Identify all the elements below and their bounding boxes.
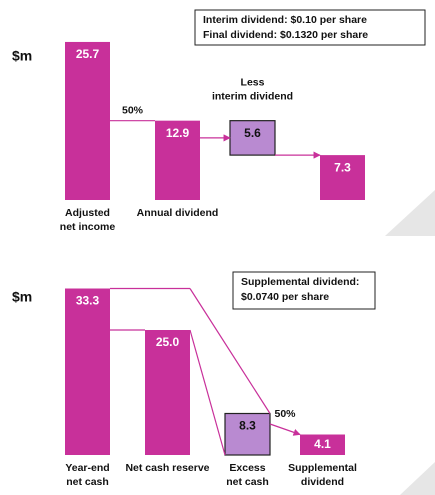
category-label: Adjusted	[65, 207, 110, 219]
category-label: net cash	[226, 476, 269, 488]
connector	[269, 423, 301, 436]
bar	[320, 155, 365, 200]
value-label: 25.0	[156, 335, 180, 349]
unit-label: $m	[12, 48, 32, 64]
value-label: 7.3	[334, 160, 351, 174]
note-text: Final dividend: $0.1320 per share	[203, 29, 368, 41]
panel-top: $m Interim dividend: $0.10 per share Final…	[12, 9, 426, 233]
category-label: Supplemental	[288, 462, 357, 474]
category-label: interim dividend	[212, 90, 293, 102]
connector	[189, 329, 226, 456]
panel-bottom: $m Supplemental dividend: $0.0740 per shar…	[12, 271, 376, 488]
bar	[224, 412, 271, 456]
value-label: 8.3	[239, 419, 256, 433]
category-label: net income	[60, 221, 116, 233]
unit-label: $m	[12, 289, 32, 305]
bar	[155, 120, 200, 200]
connector	[189, 288, 271, 414]
value-label: 12.9	[166, 126, 190, 140]
bar	[65, 288, 110, 455]
bar	[65, 41, 110, 200]
annotation: 50%	[274, 408, 296, 420]
annotation: 50%	[122, 104, 144, 116]
bar	[300, 434, 345, 455]
note-text: Interim dividend: $0.10 per share	[203, 14, 367, 26]
value-label: 33.3	[76, 294, 100, 308]
category-label: Net cash reserve	[125, 462, 209, 474]
note-text: $0.0740 per share	[241, 291, 329, 303]
category-label: Excess	[229, 462, 265, 474]
note-text: Supplemental dividend:	[241, 276, 359, 288]
value-label: 25.7	[76, 47, 100, 61]
note-box	[232, 271, 376, 310]
category-label: Year-end	[65, 462, 109, 474]
bar	[229, 120, 276, 156]
value-label: 5.6	[244, 126, 261, 140]
bar	[145, 330, 190, 455]
category-label: net cash	[66, 476, 109, 488]
category-label: dividend	[301, 476, 344, 488]
corner-shade	[400, 462, 435, 495]
category-label: Less	[241, 76, 265, 88]
corner-shade	[385, 190, 435, 236]
category-label: Annual dividend	[137, 207, 219, 219]
note-box	[194, 9, 426, 46]
value-label: 4.1	[314, 437, 331, 451]
